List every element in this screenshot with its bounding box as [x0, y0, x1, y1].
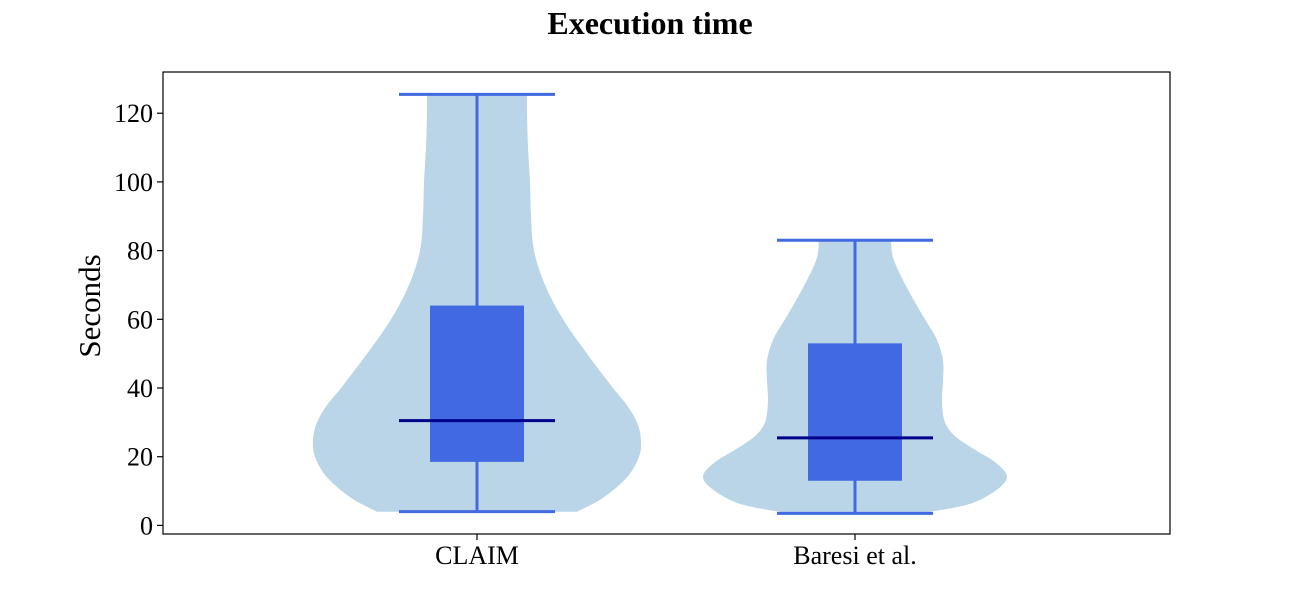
- y-tick-label: 120: [114, 99, 153, 128]
- y-axis-label: Seconds: [72, 254, 107, 357]
- x-tick-label: CLAIM: [435, 541, 519, 570]
- chart-title: Execution time: [547, 5, 752, 41]
- y-tick-label: 100: [114, 168, 153, 197]
- y-tick-label: 60: [127, 305, 153, 334]
- plot-area: [312, 92, 1008, 515]
- y-tick-label: 80: [127, 237, 153, 266]
- x-tick-label: Baresi et al.: [793, 541, 916, 570]
- y-tick-label: 40: [127, 374, 153, 403]
- violin-group-baresi-et-al: [702, 238, 1008, 515]
- iqr-box: [808, 343, 902, 481]
- y-tick-label: 20: [127, 443, 153, 472]
- axes: 0 20 40 60 80 100 120 CLAIM Baresi et al.: [114, 71, 1171, 570]
- violin-group-claim: [312, 92, 642, 514]
- plot-frame: [162, 71, 1171, 535]
- y-tick-label: 0: [140, 511, 153, 540]
- iqr-box: [430, 305, 524, 462]
